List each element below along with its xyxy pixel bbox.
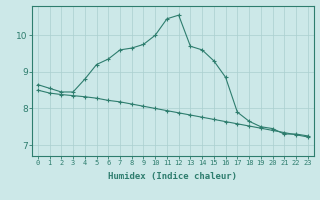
X-axis label: Humidex (Indice chaleur): Humidex (Indice chaleur) <box>108 172 237 181</box>
